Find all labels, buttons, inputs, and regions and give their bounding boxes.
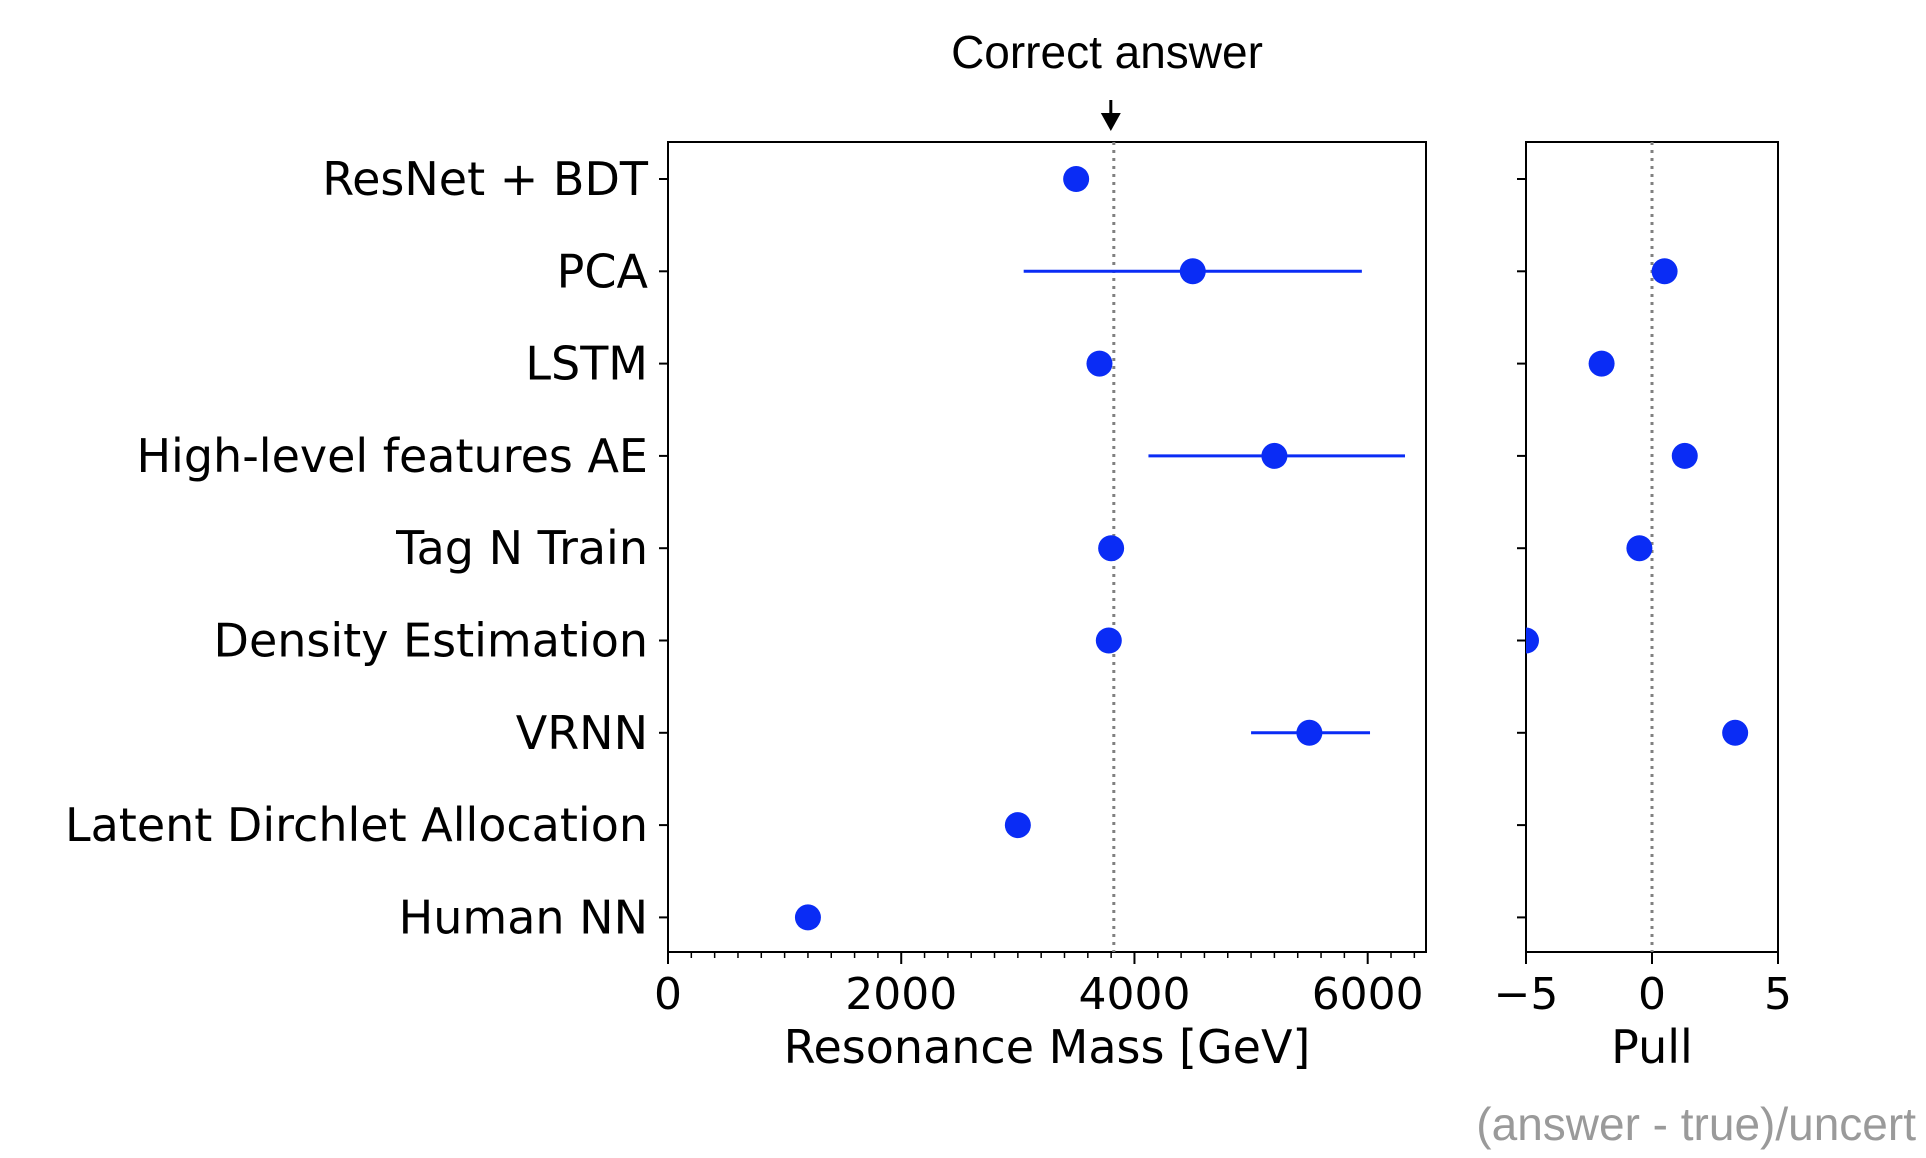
pull-panel-marks: −5 0 5 [1494, 142, 1792, 1020]
x-tick-label: 6000 [1312, 969, 1424, 1020]
mass-point [1063, 166, 1090, 192]
category-label: PCA [557, 244, 649, 298]
correct-answer-label: Correct answer [951, 26, 1263, 78]
mass-point [1004, 812, 1031, 839]
category-label: Tag N Train [395, 521, 648, 575]
mass-point [1086, 350, 1113, 377]
mass-point [1095, 627, 1122, 654]
x-tick-label: 2000 [845, 969, 957, 1020]
pull-point [1671, 442, 1698, 469]
pull-x-tick-label: 0 [1638, 969, 1666, 1020]
mass-point [794, 904, 821, 931]
mass-panel-frame [667, 141, 1427, 953]
pull-x-tick-label: 5 [1764, 969, 1792, 1020]
mass-point [1179, 258, 1206, 285]
pull-x-tick-label: −5 [1494, 969, 1559, 1020]
pull-points [1526, 258, 1749, 746]
correct-answer-arrow [1100, 100, 1121, 131]
pull-definition-note: (answer - true)/uncert [1476, 1098, 1916, 1150]
category-label: Latent Dirchlet Allocation [65, 798, 648, 852]
mass-panel-marks: ResNet + BDT PCA LSTM High-level features A… [65, 142, 1424, 1020]
category-label: VRNN [516, 706, 648, 760]
mass-point [1296, 719, 1323, 746]
category-label: High-level features AE [136, 429, 648, 483]
mass-x-axis-label: Resonance Mass [GeV] [784, 1020, 1311, 1074]
pull-point [1722, 719, 1749, 746]
arrow-head [1100, 113, 1121, 131]
category-label: ResNet + BDT [322, 152, 649, 206]
mass-point [1098, 535, 1125, 562]
pull-point [1588, 350, 1615, 377]
pull-x-axis-label: Pull [1611, 1020, 1693, 1074]
pull-point [1651, 258, 1678, 285]
category-label: Human NN [399, 890, 648, 944]
x-tick-label: 4000 [1078, 969, 1190, 1020]
mass-point [1261, 442, 1288, 469]
pull-point [1526, 627, 1539, 654]
pull-point [1626, 535, 1653, 562]
x-tick-label: 0 [654, 969, 682, 1020]
category-label: Density Estimation [214, 614, 648, 668]
category-label: LSTM [525, 337, 648, 391]
